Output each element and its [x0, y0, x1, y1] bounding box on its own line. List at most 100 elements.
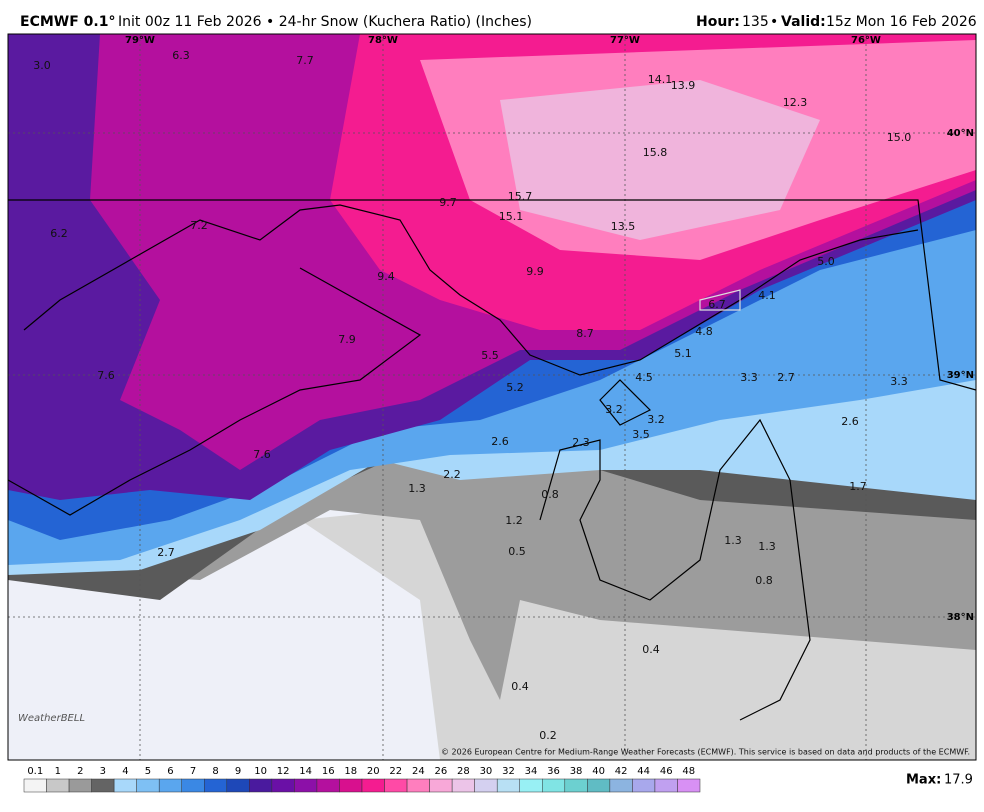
colorbar-swatch — [226, 778, 250, 793]
colorbar-label: 34 — [525, 766, 538, 777]
snow-total: 4.5 — [635, 371, 653, 384]
snow-total: 3.2 — [647, 413, 665, 426]
colorbar-label: 9 — [235, 766, 241, 777]
max-label: Max: — [906, 773, 941, 788]
snow-total: 13.5 — [611, 220, 636, 233]
colorbar-label: 38 — [570, 766, 583, 777]
colorbar-label: 26 — [434, 766, 447, 777]
snow-total: 6.2 — [50, 227, 68, 240]
model: ECMWF 0.1° — [20, 14, 115, 30]
colorbar-swatch — [677, 778, 701, 793]
logo: WeatherBELL — [18, 713, 85, 724]
colorbar-swatch — [542, 778, 566, 793]
snow-total: 6.7 — [708, 298, 726, 311]
colorbar-label: 48 — [682, 766, 695, 777]
colorbar-label: 40 — [592, 766, 605, 777]
colorbar-swatch — [249, 778, 273, 793]
colorbar-label: 1 — [55, 766, 61, 777]
colorbar-swatch — [429, 778, 453, 793]
snow-total: 7.7 — [296, 54, 314, 67]
snow-total: 0.4 — [511, 680, 529, 693]
snow-total: 1.3 — [724, 534, 742, 547]
snow-total: 12.3 — [783, 96, 808, 109]
colorbar-swatch — [91, 778, 115, 793]
credit: © 2026 European Centre for Medium-Range … — [441, 748, 970, 757]
snow-total: 3.3 — [890, 375, 908, 388]
snow-total: 9.4 — [377, 270, 395, 283]
separator: • — [770, 14, 778, 30]
state-border — [599, 379, 652, 426]
colorbar-swatch — [632, 778, 656, 793]
snow-total: 7.2 — [190, 219, 208, 232]
snow-total: 3.5 — [632, 428, 650, 441]
point-labels: 3.0 6.3 7.7 14.113.9 12.3 15.8 15.0 15.7 9.7 15.1… — [33, 49, 911, 742]
snow-total: 9.7 — [439, 196, 457, 209]
snow-total: 3.2 — [605, 403, 623, 416]
colorbar-swatch — [339, 778, 363, 793]
snow-total: 2.2 — [443, 468, 461, 481]
colorbar-swatch — [271, 778, 295, 793]
colorbar-label: 20 — [367, 766, 380, 777]
colorbar-label: 6 — [167, 766, 173, 777]
valid-label: Valid: — [781, 14, 826, 30]
colorbar-label: 10 — [254, 766, 267, 777]
colorbar-swatch — [654, 778, 678, 793]
snow-total: 2.6 — [491, 435, 509, 448]
colorbar-label: 46 — [660, 766, 673, 777]
colorbar-swatch — [519, 778, 543, 793]
snow-total: 3.3 — [740, 371, 758, 384]
colorbar-swatch — [316, 778, 340, 793]
colorbar-swatch — [294, 778, 318, 793]
snow-total: 9.9 — [526, 265, 544, 278]
colorbar-swatch — [587, 778, 611, 793]
snow-total: 6.3 — [172, 49, 190, 62]
colorbar-swatch — [451, 778, 475, 793]
colorbar-swatch — [406, 778, 430, 793]
longitude-label: 76°W — [851, 35, 881, 46]
colorbar-label: 32 — [502, 766, 515, 777]
colorbar-swatch — [609, 778, 633, 793]
colorbar-swatch — [113, 778, 137, 793]
map-field — [8, 34, 976, 760]
colorbar-label: 0.1 — [27, 766, 43, 777]
colorbar-label: 28 — [457, 766, 470, 777]
snow-total: 5.0 — [817, 255, 835, 268]
snow-total: 1.3 — [758, 540, 776, 553]
snow-total: 1.3 — [408, 482, 426, 495]
longitude-label: 77°W — [610, 35, 640, 46]
longitude-label: 78°W — [368, 35, 398, 46]
hour: 135 — [742, 14, 769, 30]
latitude-label: 39°N — [947, 370, 974, 381]
valid: 15z Mon 16 Feb 2026 — [826, 14, 977, 30]
snow-total: 0.8 — [755, 574, 773, 587]
snow-total: 0.8 — [541, 488, 559, 501]
colorbar-label: 4 — [122, 766, 128, 777]
snow-total: 5.1 — [674, 347, 692, 360]
colorbar-label: 5 — [145, 766, 151, 777]
colorbar-swatch — [361, 778, 385, 793]
labels: 79°W 78°W 77°W 76°W 40°N 39°N 38°N — [125, 35, 974, 623]
snow-total: 15.8 — [643, 146, 668, 159]
colorbar-swatch — [23, 778, 47, 793]
colorbar-swatch — [136, 778, 160, 793]
colorbar-label: 30 — [480, 766, 493, 777]
snow-total: 5.2 — [506, 381, 524, 394]
snow-total: 0.4 — [642, 643, 660, 656]
colorbar-label: 16 — [322, 766, 335, 777]
snow-total: 2.7 — [157, 546, 175, 559]
colorbar-swatch — [68, 778, 92, 793]
city-outline — [699, 289, 741, 311]
max: 17.9 — [944, 773, 973, 788]
snow-total: 7.6 — [97, 369, 115, 382]
snow-total: 4.1 — [758, 289, 776, 302]
snow-total: 0.5 — [508, 545, 526, 558]
colorbar-label: 36 — [547, 766, 560, 777]
colorbar-label: 2 — [77, 766, 83, 777]
colorbar-swatch — [158, 778, 182, 793]
colorbar-swatch — [474, 778, 498, 793]
colorbar-swatch — [496, 778, 520, 793]
latitude-label: 38°N — [947, 612, 974, 623]
snow-total: 3.0 — [33, 59, 51, 72]
snow-total: 8.7 — [576, 327, 594, 340]
